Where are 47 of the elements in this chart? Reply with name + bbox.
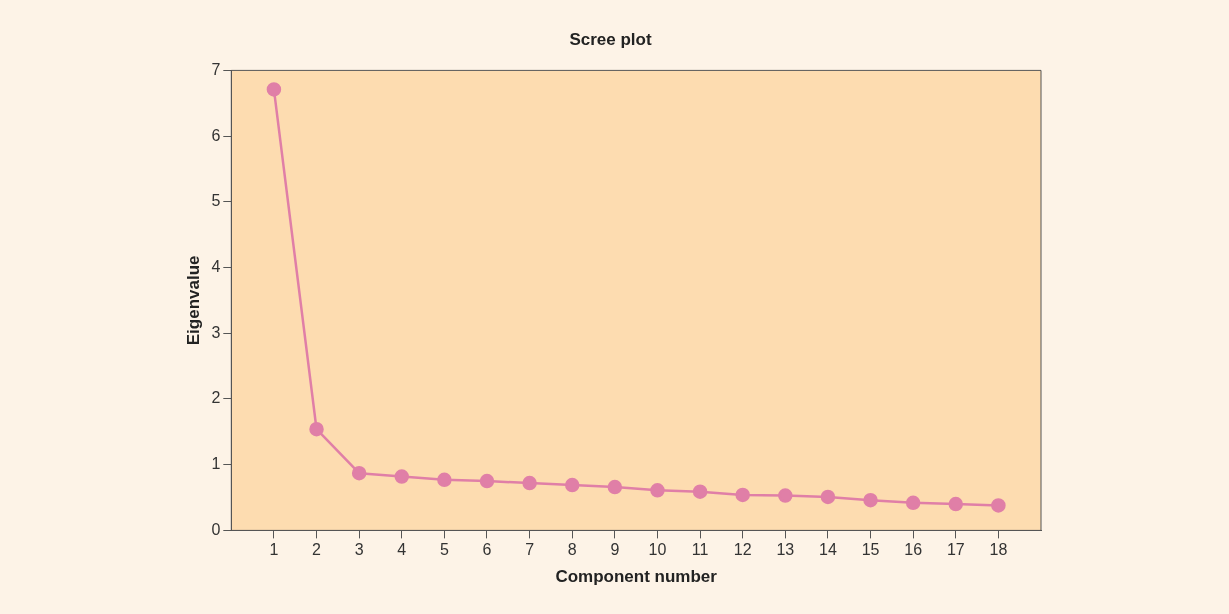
y-tick-label: 1 (211, 455, 221, 473)
x-tick-label: 9 (610, 541, 620, 559)
x-tick-label: 18 (989, 541, 1008, 559)
x-tick-label: 8 (567, 541, 577, 559)
x-tick-label: 6 (482, 541, 492, 559)
point (991, 498, 1006, 513)
point (820, 489, 836, 505)
x-tick-label: 17 (946, 541, 965, 559)
x-tick-label: 7 (525, 541, 535, 559)
x-tick-label: 4 (397, 541, 407, 559)
chart-title: Scree plot (569, 29, 652, 49)
x-tick-label: 15 (861, 541, 880, 559)
point (948, 496, 964, 512)
x-tick-label: 5 (439, 541, 449, 559)
y-tick-label: 6 (211, 126, 221, 144)
x-tick-label: 10 (648, 541, 667, 559)
x-tick-label: 13 (776, 541, 795, 559)
point (394, 469, 410, 484)
x-tick-label: 1 (269, 541, 279, 559)
point (266, 82, 282, 97)
point (863, 492, 878, 508)
point (564, 477, 580, 493)
point (437, 472, 452, 488)
point (479, 473, 495, 489)
x-axis-title: Component number (555, 567, 718, 587)
point (650, 483, 665, 498)
x-tick-label: 3 (354, 541, 364, 559)
y-tick-label: 2 (211, 389, 221, 407)
point (692, 484, 708, 499)
point (522, 475, 537, 491)
x-tick-label: 11 (691, 541, 709, 559)
point (607, 479, 623, 495)
x-tick-label: 16 (904, 541, 923, 559)
point (905, 495, 921, 511)
y-tick-label: 7 (211, 60, 221, 78)
x-tick-label: 12 (733, 541, 752, 559)
y-tick-label: 5 (211, 192, 221, 210)
point (735, 487, 750, 503)
x-tick-label: 2 (312, 541, 322, 559)
point (351, 465, 367, 481)
x-tick-label: 14 (819, 541, 837, 559)
y-axis-title: Eigenvalue (183, 255, 203, 346)
point (778, 488, 793, 503)
y-tick-label: 4 (211, 257, 221, 275)
y-tick-label: 3 (211, 323, 221, 341)
point (309, 421, 324, 437)
y-tick-label: 0 (211, 520, 221, 538)
